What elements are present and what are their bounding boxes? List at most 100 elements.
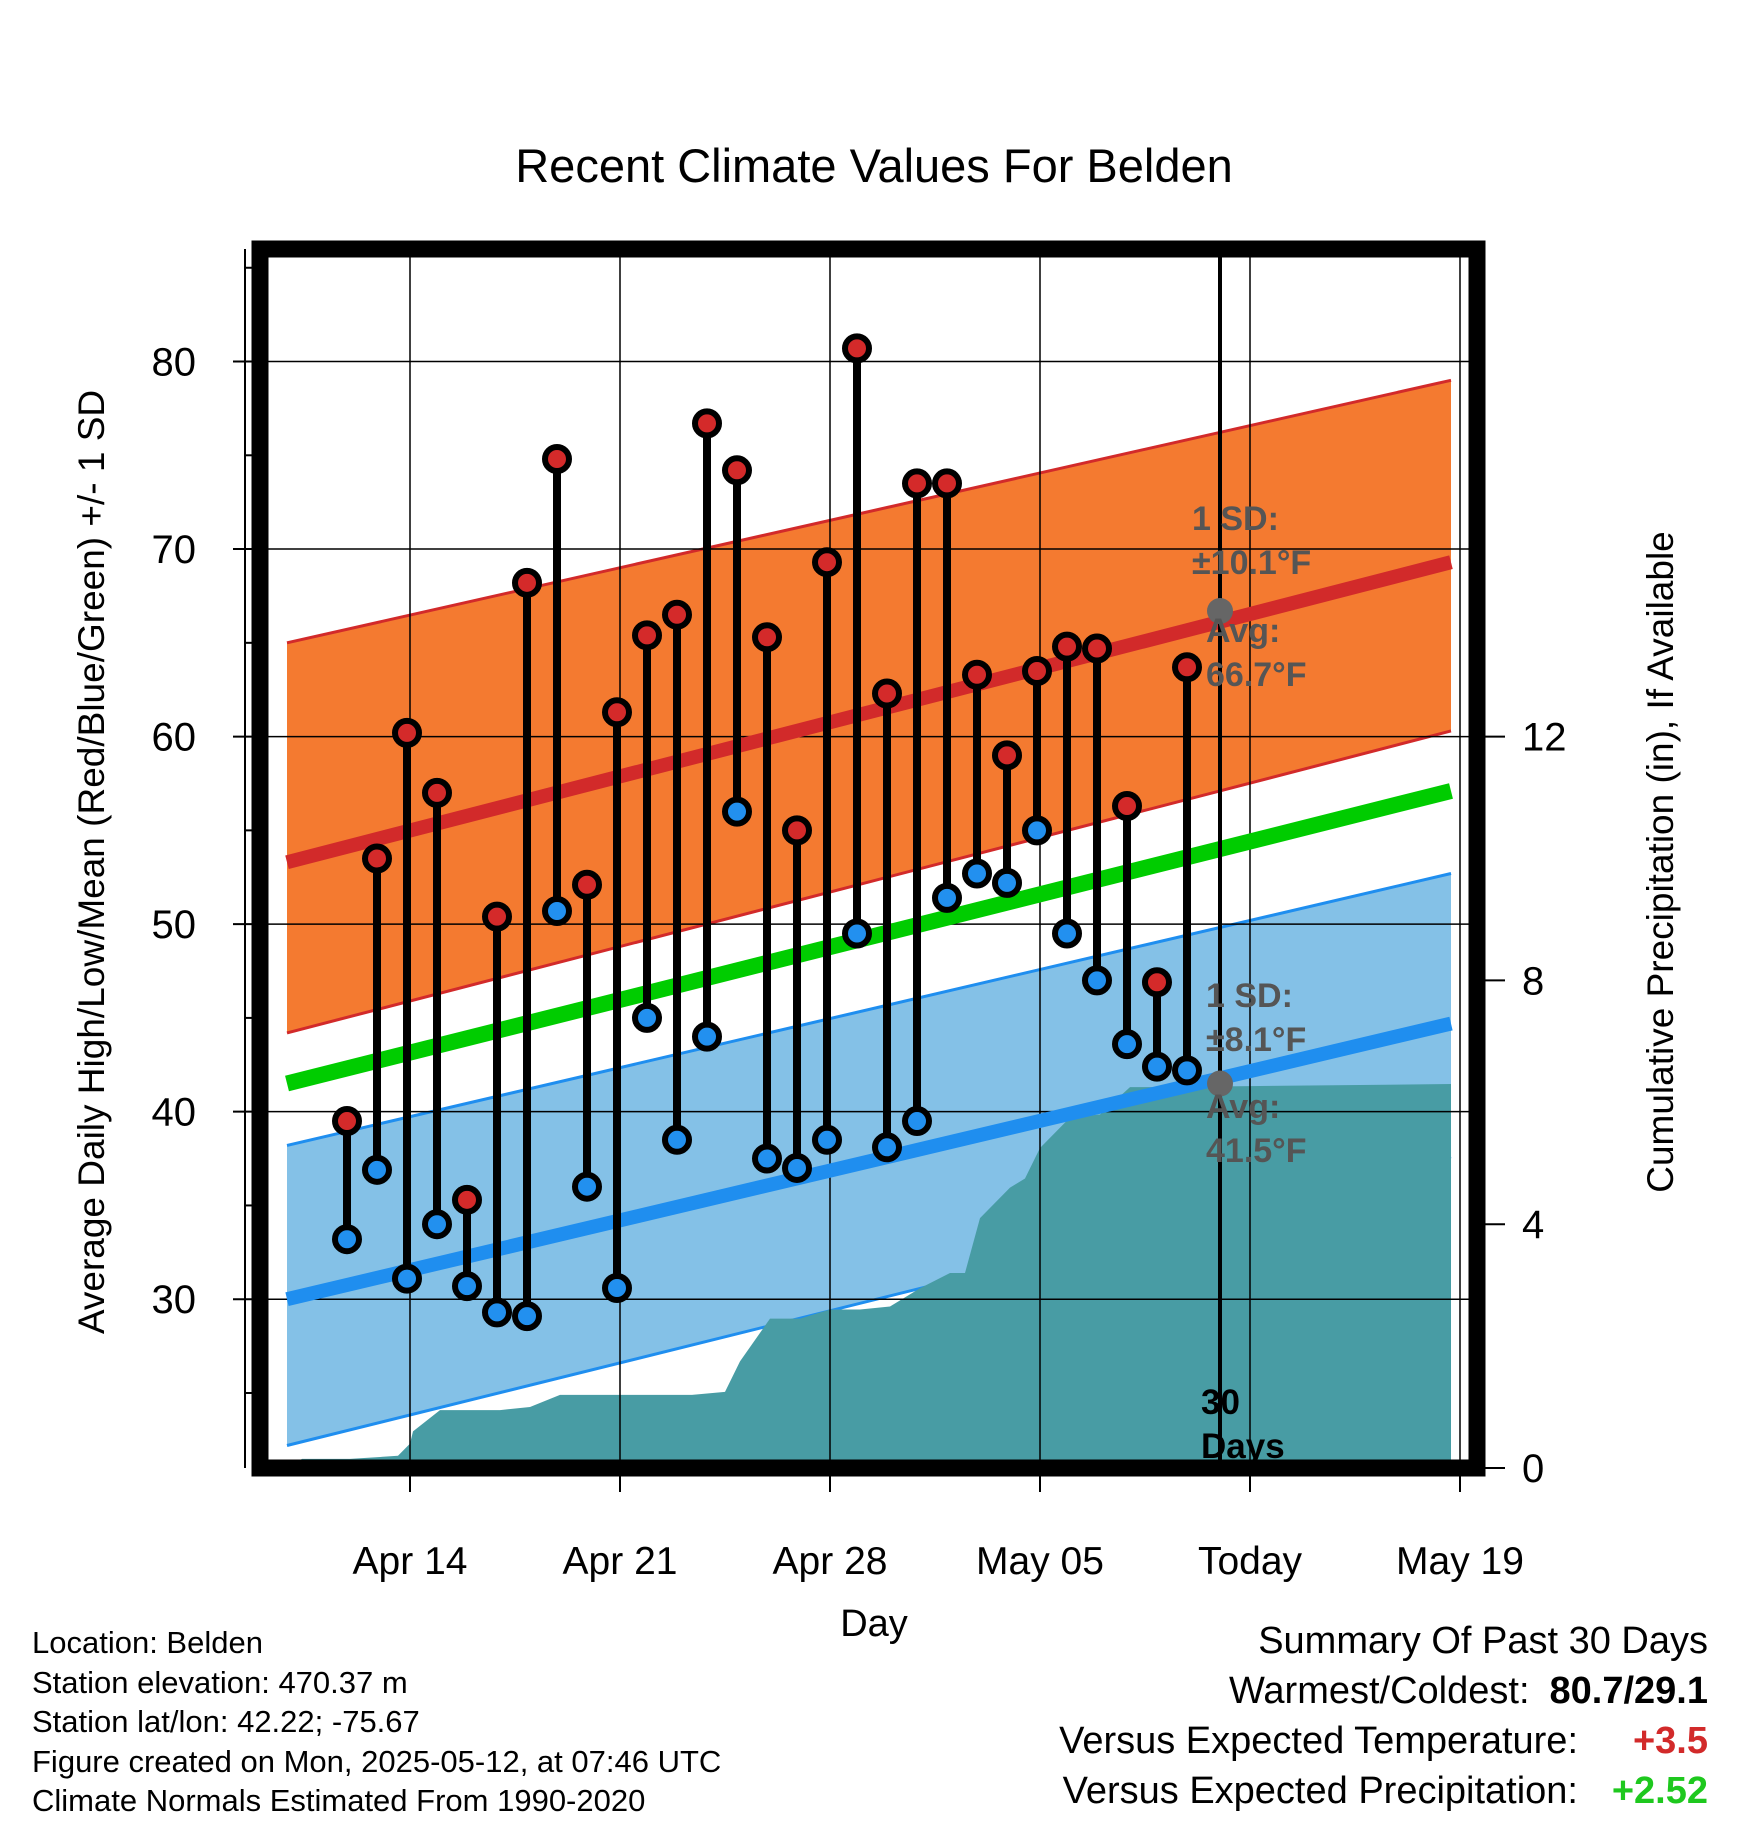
low-avg-label: Avg: — [1206, 1088, 1280, 1126]
daily-low-marker — [422, 1209, 452, 1240]
high-sd-label: 1 SD: — [1192, 500, 1279, 538]
summary-warm-cold-row: Warmest/Coldest: 80.7/29.1 — [1229, 1670, 1708, 1713]
warm-cold-label: Warmest/Coldest: — [1228, 1670, 1530, 1712]
daily-low-marker — [1142, 1051, 1172, 1082]
high-normal-line — [285, 555, 1453, 870]
station-elevation: Station elevation: 470.37 m — [32, 1664, 408, 1700]
daily-high-marker — [512, 567, 542, 598]
daily-high-marker — [902, 468, 932, 499]
daily-high-marker — [782, 815, 812, 846]
right-tick-label: 8 — [1522, 959, 1544, 1003]
left-tick-label: 70 — [152, 528, 197, 572]
low-avg-value: 41.5°F — [1206, 1132, 1307, 1170]
daily-low-marker — [722, 796, 752, 827]
high-sd-value: ±10.1°F — [1192, 544, 1311, 582]
x-tick-label-Apr 21: Apr 21 — [563, 1540, 678, 1583]
daily-low-marker — [362, 1154, 392, 1185]
x-axis-title: Day — [840, 1603, 908, 1645]
daily-high-marker — [392, 717, 422, 748]
climate-normals-note: Climate Normals Estimated From 1990-2020 — [32, 1783, 646, 1818]
daily-high-marker — [1052, 631, 1082, 662]
plot-frame — [251, 240, 1486, 1477]
daily-high-marker — [1022, 655, 1052, 686]
precip-label: Versus Expected Precipitation: — [1062, 1770, 1578, 1812]
daily-low-marker — [842, 918, 872, 949]
summary-temp-row: Versus Expected Temperature: +3.5 — [1059, 1720, 1708, 1763]
high-avg-marker — [1207, 597, 1233, 624]
daily-high-marker — [542, 444, 572, 475]
station-info: Location: Belden Station elevation: 470.… — [32, 1623, 721, 1821]
plot-border — [251, 240, 1486, 1477]
daily-high-marker — [752, 622, 782, 653]
daily-high-marker — [422, 777, 452, 808]
left-tick-label: 80 — [152, 341, 197, 385]
daily-low-marker — [932, 882, 962, 913]
daily-high-marker — [812, 547, 842, 578]
daily-high-marker — [572, 869, 602, 900]
left-axis-title: Average Daily High/Low/Mean (Red/Blue/Gr… — [71, 390, 112, 1334]
daily-high-marker — [932, 468, 962, 499]
daily-low-marker — [812, 1124, 842, 1155]
daily-high-marker — [962, 659, 992, 690]
period-count-label: 30 — [1201, 1383, 1240, 1422]
daily-high-marker — [692, 408, 722, 439]
daily-low-marker — [992, 867, 1022, 898]
daily-high-marker — [1142, 967, 1172, 998]
daily-high-marker — [1082, 633, 1112, 664]
station-latlon: Station lat/lon: 42.22; -75.67 — [32, 1704, 420, 1739]
daily-low-marker — [692, 1021, 722, 1052]
x-tick-label-Today: Today — [1198, 1540, 1303, 1583]
left-tick-label: 40 — [152, 1091, 197, 1135]
low-sd-label: 1 SD: — [1206, 977, 1293, 1015]
precip-value: +2.52 — [1611, 1770, 1708, 1812]
x-tick-label-May 05: May 05 — [976, 1540, 1104, 1583]
daily-high-marker — [632, 620, 662, 651]
temp-value: +3.5 — [1632, 1720, 1708, 1762]
daily-high-marker — [602, 697, 632, 728]
low-normal-line — [285, 1016, 1453, 1307]
temp-label: Versus Expected Temperature: — [1059, 1720, 1578, 1762]
daily-observations — [332, 333, 1202, 1332]
high-avg-value: 66.7°F — [1206, 656, 1307, 694]
x-tick-label-Apr 28: Apr 28 — [773, 1540, 888, 1583]
daily-low-marker — [1082, 965, 1112, 996]
daily-low-marker — [872, 1132, 902, 1163]
x-tick-label-May 19: May 19 — [1396, 1540, 1524, 1583]
daily-high-marker — [1112, 790, 1142, 821]
daily-low-marker — [782, 1152, 812, 1183]
daily-low-marker — [1112, 1029, 1142, 1060]
daily-low-marker — [512, 1301, 542, 1332]
daily-low-marker — [332, 1224, 362, 1255]
daily-low-marker — [1052, 918, 1082, 949]
daily-high-marker — [722, 455, 752, 486]
daily-low-marker — [482, 1297, 512, 1328]
chart-title: Recent Climate Values For Belden — [515, 139, 1233, 192]
daily-low-marker — [572, 1171, 602, 1202]
x-tick-label-Apr 14: Apr 14 — [353, 1540, 468, 1583]
daily-high-marker — [482, 901, 512, 932]
daily-low-marker — [1172, 1055, 1202, 1086]
daily-high-marker — [872, 678, 902, 709]
today-annotations: 1 SD: ±10.1°F Avg: 66.7°F 1 SD: ±8.1°F Avg: 41.… — [1192, 500, 1311, 1466]
daily-high-marker — [452, 1184, 482, 1215]
daily-low-marker — [602, 1272, 632, 1303]
precipitation-area — [287, 1084, 1451, 1468]
daily-high-marker — [992, 740, 1022, 771]
right-tick-label: 0 — [1522, 1447, 1544, 1491]
daily-low-marker — [752, 1143, 782, 1174]
left-tick-label: 60 — [152, 716, 197, 760]
right-tick-label: 4 — [1522, 1203, 1544, 1247]
right-axis-title: Cumulative Precipitation (in), If Availa… — [1640, 531, 1681, 1193]
station-location: Location: Belden — [32, 1625, 263, 1660]
daily-high-marker — [842, 333, 872, 364]
summary-heading: Summary Of Past 30 Days — [1258, 1620, 1708, 1662]
daily-low-marker — [542, 896, 572, 927]
low-avg-marker — [1207, 1070, 1233, 1097]
left-tick-label: 50 — [152, 903, 197, 947]
daily-low-marker — [632, 1002, 662, 1033]
daily-high-marker — [362, 843, 392, 874]
right-tick-label: 12 — [1522, 716, 1567, 760]
daily-high-marker — [332, 1106, 362, 1137]
summary-precip-row: Versus Expected Precipitation: +2.52 — [1063, 1770, 1708, 1813]
